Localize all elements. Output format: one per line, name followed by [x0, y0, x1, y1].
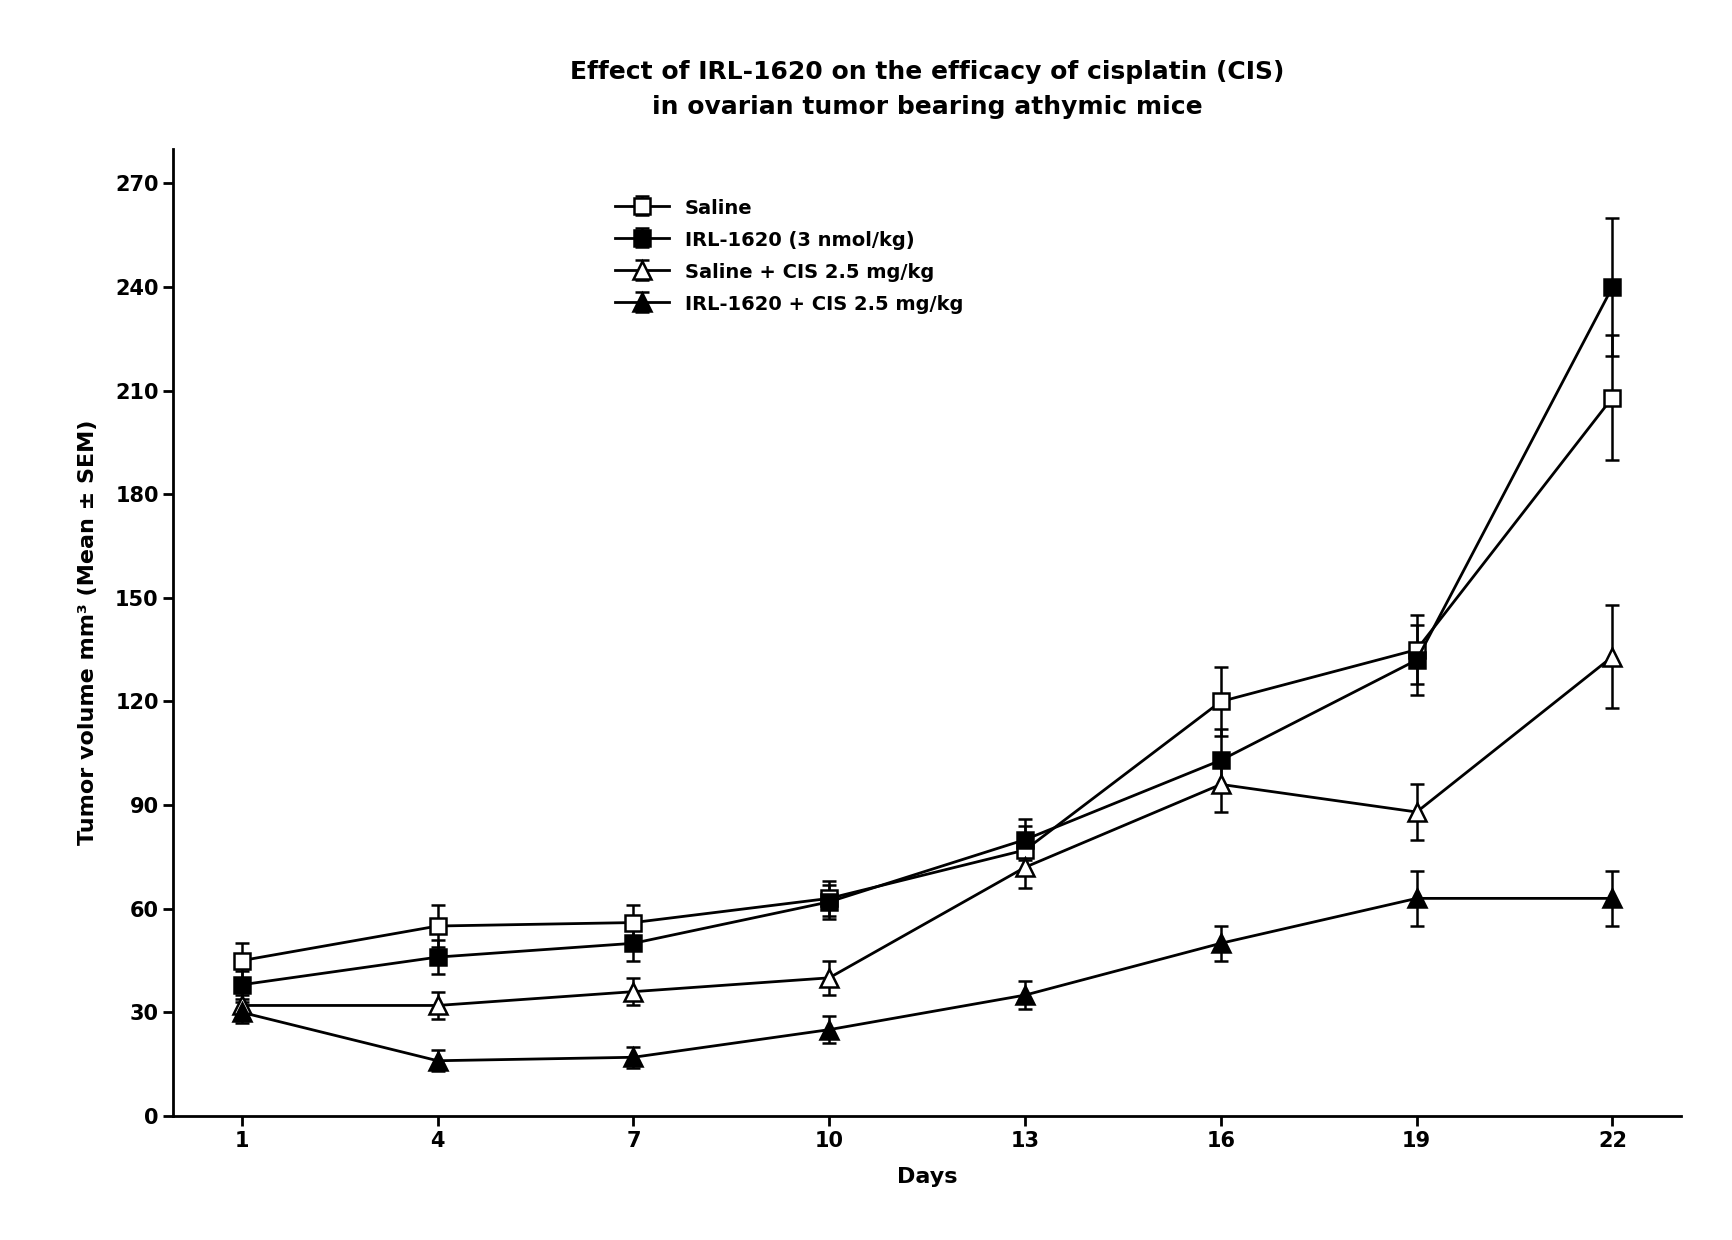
X-axis label: Days: Days: [897, 1167, 956, 1187]
Title: Effect of IRL-1620 on the efficacy of cisplatin (CIS)
in ovarian tumor bearing a: Effect of IRL-1620 on the efficacy of ci…: [570, 60, 1283, 119]
Legend: Saline, IRL-1620 (3 nmol/kg), Saline + CIS 2.5 mg/kg, IRL-1620 + CIS 2.5 mg/kg: Saline, IRL-1620 (3 nmol/kg), Saline + C…: [604, 187, 972, 324]
Y-axis label: Tumor volume mm³ (Mean ± SEM): Tumor volume mm³ (Mean ± SEM): [78, 419, 99, 846]
